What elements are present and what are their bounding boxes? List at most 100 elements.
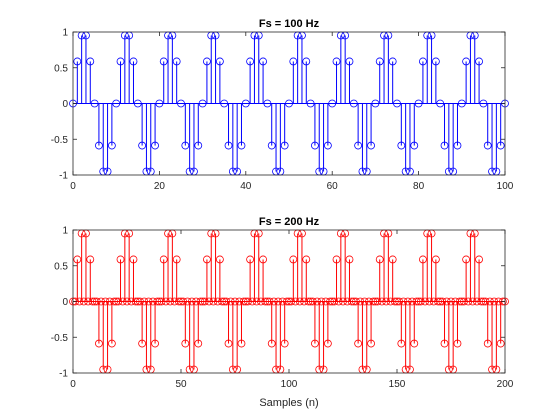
plot-2-stem-marker (375, 255, 384, 264)
plot-2-stem-marker (131, 297, 140, 306)
plot-2-stem-marker (97, 297, 105, 306)
plot-1-stem-marker (436, 99, 445, 108)
plot-2-stem-marker (136, 297, 144, 306)
plot-2-stem-marker (192, 297, 201, 306)
plot-2-stem-marker (274, 297, 283, 306)
plot-1-stem-marker (367, 141, 375, 150)
plot-2-stem-marker (179, 297, 188, 306)
plot-2-stem-marker (295, 297, 304, 306)
plot-2-stem-marker (92, 297, 101, 306)
plot-2-stem-marker (138, 339, 147, 348)
plot-2-stem-marker (349, 297, 358, 306)
plot-1-stem-marker (410, 141, 419, 150)
plot-1-stem-marker (159, 57, 168, 66)
plot-2-x-tick-label: 50 (175, 379, 187, 390)
plot-1-stem-marker (349, 99, 358, 108)
plot-1-stem-marker (194, 141, 203, 150)
plot-2-stem-marker (239, 297, 248, 306)
plot-1-stem-marker (354, 141, 363, 150)
plot-2-stem-marker (354, 339, 363, 348)
plot-1-y-tick-label: 1 (62, 28, 68, 39)
plot-2-stem-marker (224, 339, 233, 348)
plot-2-stem-marker (198, 297, 207, 306)
plot-2-stem-marker (334, 297, 343, 306)
plot-2-y-tick-label: 0 (62, 297, 68, 308)
plot-2-stem-marker (343, 297, 352, 306)
plot-2-stem-marker (149, 297, 157, 306)
plot-2-stem-marker (475, 255, 483, 264)
plot-2-stem-marker (265, 297, 274, 306)
plot-2-stem-marker (323, 339, 332, 348)
plot-2-stem-marker (218, 297, 226, 306)
plot-2-stem-marker (161, 297, 170, 306)
plot-2-stem-marker (84, 297, 93, 306)
plot-1-stem-marker (215, 57, 224, 66)
plot-1-stem-marker (431, 57, 440, 66)
plot-2-stem-marker (237, 339, 246, 348)
plot-2-stem-marker (129, 255, 138, 264)
plot-2-stem-marker (386, 297, 395, 306)
plot-1-stem-marker (311, 141, 319, 150)
plot-1-stem-marker (496, 141, 505, 150)
plot-2-stem-marker (339, 297, 347, 306)
plot-2-stem-marker (110, 297, 118, 306)
plot-2-stem-marker (373, 297, 382, 306)
plot-1-x-tick-label: 20 (154, 181, 166, 192)
plot-2-stem-marker (388, 255, 397, 264)
plot-1-stem-marker (203, 57, 211, 66)
plot-2-stem-marker (289, 255, 298, 264)
plot-2-stem-marker (181, 339, 190, 348)
plot-1-x-tick-label: 100 (497, 181, 514, 192)
plot-2-stem-marker (464, 297, 473, 306)
plot-2-stem-marker (291, 297, 300, 306)
plot-2-y-tick-label: -0.5 (51, 333, 69, 344)
plot-1-stem-marker (151, 141, 159, 150)
plot-1-stem-marker (155, 99, 164, 108)
plot-2-stem-marker (133, 297, 142, 306)
plot-2-stem-marker (442, 297, 451, 306)
plot-2-stem-marker (431, 255, 440, 264)
plot-1-stem-marker (177, 99, 185, 108)
plot-1-stem-marker (345, 57, 354, 66)
plot-2-stem-marker (377, 297, 386, 306)
plot-2-stem-marker (257, 297, 265, 306)
plot-2-stem-marker (393, 297, 401, 306)
plot-2-x-tick-label: 0 (70, 379, 76, 390)
plot-1-y-tick-label: -0.5 (51, 135, 69, 146)
plot-2-stem-marker (222, 297, 231, 306)
plot-1-stem-marker (440, 141, 449, 150)
plot-2-stem-marker (302, 255, 311, 264)
plot-2-stem-marker (261, 297, 270, 306)
plot-2-stem-marker (203, 255, 211, 264)
plot-2-y-tick-label: -1 (59, 369, 68, 380)
plot-2-stem-marker (215, 255, 224, 264)
plot-2-stem-marker (79, 297, 88, 306)
plot-2-stem-marker (159, 255, 168, 264)
plot-2-stem-marker (101, 297, 110, 306)
plot-2-stem-marker (170, 297, 179, 306)
plot-2-stem-marker (356, 297, 365, 306)
plot-2-stem-marker (196, 297, 205, 306)
plot-1-stem-marker (306, 99, 315, 108)
plot-1-stem-marker (263, 99, 272, 108)
plot-1-y-tick-label: -1 (59, 171, 68, 182)
plot-2-stem-marker (112, 297, 121, 306)
plot-2-stem-marker (248, 297, 257, 306)
plot-2-stem-marker (447, 297, 455, 306)
plot-1-stem-marker (259, 57, 267, 66)
plot-2-stem-marker (71, 297, 80, 306)
plot-1-stem-marker (323, 141, 332, 150)
plot-1-y-tick-label: 0 (62, 99, 68, 110)
plot-2-stem-marker (116, 255, 125, 264)
plot-2-stem-marker (397, 339, 406, 348)
plot-1-stem-marker (475, 57, 483, 66)
plot-2-stem-marker (360, 297, 369, 306)
plot-2-stem-marker (306, 297, 315, 306)
plot-2-stem-marker (453, 339, 462, 348)
plot-2-stem-marker (483, 339, 492, 348)
plot-2-stem-marker (434, 297, 442, 306)
plot-2-stem-marker (440, 339, 449, 348)
plot-1-stem-marker (289, 57, 298, 66)
plot-2-stem-marker (496, 339, 505, 348)
